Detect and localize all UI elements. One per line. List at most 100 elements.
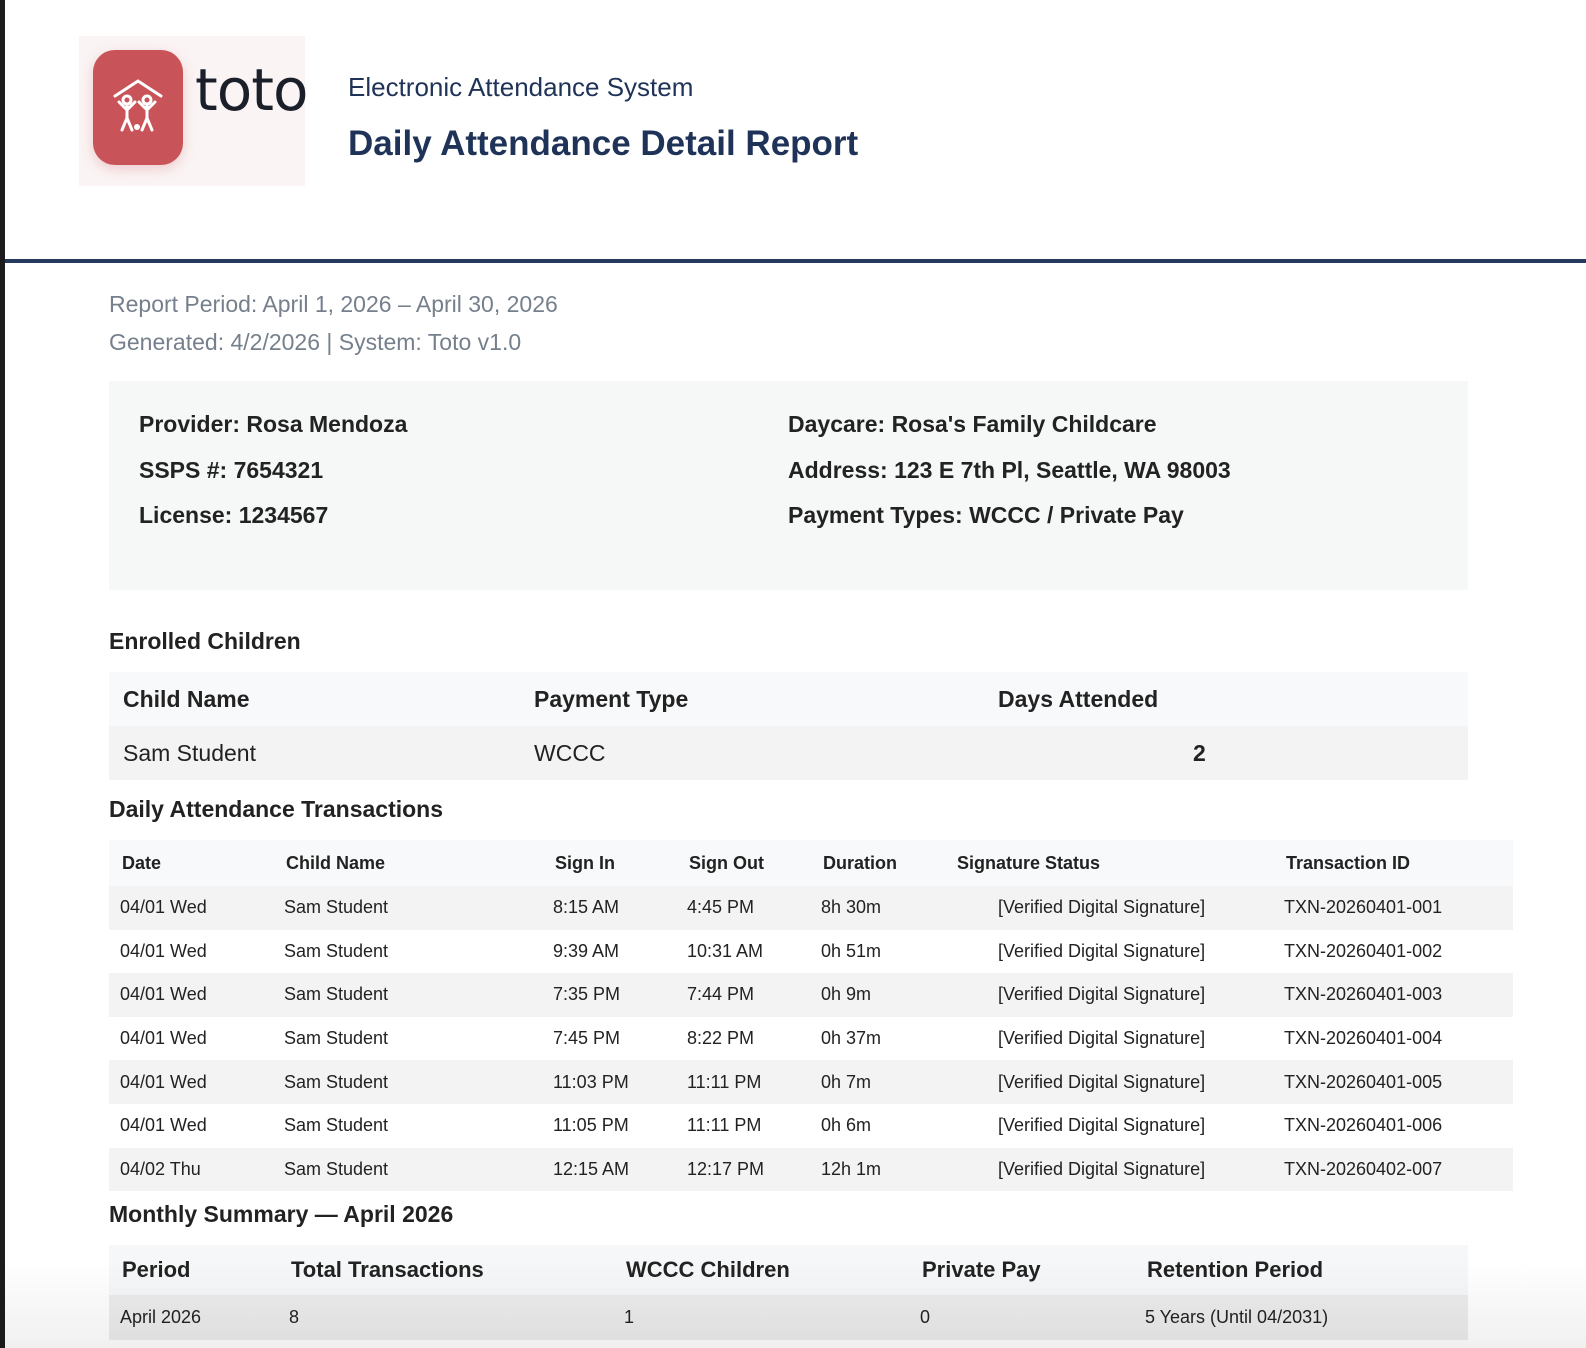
- table-row: April 2026 8 1 0 5 Years (Until 04/2031): [109, 1295, 1468, 1340]
- payment-types: Payment Types: WCCC / Private Pay: [788, 502, 1184, 528]
- sign-out-cell: 10:31 AM: [676, 929, 810, 974]
- column-header: Signature Status: [944, 840, 1273, 886]
- sign-in-cell: 7:45 PM: [542, 1016, 676, 1061]
- column-header: Sign In: [542, 840, 676, 886]
- report-period: Report Period: April 1, 2026 – April 30,…: [109, 291, 558, 317]
- duration-cell: 8h 30m: [810, 886, 944, 930]
- duration-cell: 0h 51m: [810, 929, 944, 974]
- duration-cell: 0h 7m: [810, 1060, 944, 1104]
- transactions-title: Daily Attendance Transactions: [109, 796, 444, 822]
- sign-in-cell: 8:15 AM: [542, 886, 676, 930]
- child-name-cell: Sam Student: [109, 726, 520, 780]
- monthly-summary-table: Period Total Transactions WCCC Children …: [109, 1245, 1468, 1340]
- transaction-id-cell: TXN-20260401-003: [1273, 973, 1513, 1017]
- table-row: 04/01 Wed Sam Student 7:35 PM 7:44 PM 0h…: [109, 973, 1513, 1017]
- column-header: Payment Type: [520, 672, 984, 726]
- transaction-id-cell: TXN-20260401-004: [1273, 1016, 1513, 1061]
- column-header: Duration: [810, 840, 944, 886]
- signature-status-cell: [Verified Digital Signature]: [944, 1103, 1273, 1148]
- duration-cell: 0h 9m: [810, 973, 944, 1017]
- sign-in-cell: 12:15 AM: [542, 1147, 676, 1192]
- signature-status-cell: [Verified Digital Signature]: [944, 886, 1273, 930]
- child-name-cell: Sam Student: [273, 1060, 542, 1104]
- column-header: Child Name: [109, 672, 520, 726]
- daycare-name: Daycare: Rosa's Family Childcare: [788, 411, 1157, 437]
- sign-out-cell: 8:22 PM: [676, 1016, 810, 1061]
- page-title: Daily Attendance Detail Report: [348, 124, 859, 163]
- enrolled-children-title: Enrolled Children: [109, 628, 301, 654]
- provider-name: Provider: Rosa Mendoza: [139, 411, 408, 437]
- sign-in-cell: 7:35 PM: [542, 973, 676, 1017]
- duration-cell: 0h 6m: [810, 1103, 944, 1148]
- days-attended-cell: 2: [984, 726, 1468, 780]
- sign-out-cell: 12:17 PM: [676, 1147, 810, 1192]
- transaction-id-cell: TXN-20260401-002: [1273, 929, 1513, 974]
- system-subtitle: Electronic Attendance System: [348, 72, 694, 102]
- ssps-number: SSPS #: 7654321: [139, 457, 324, 483]
- transaction-id-cell: TXN-20260402-007: [1273, 1147, 1513, 1192]
- date-cell: 04/01 Wed: [109, 929, 273, 974]
- table-row: 04/01 Wed Sam Student 11:05 PM 11:11 PM …: [109, 1103, 1513, 1148]
- child-name-cell: Sam Student: [273, 886, 542, 930]
- column-header: Days Attended: [984, 672, 1468, 726]
- generated-info: Generated: 4/2/2026 | System: Toto v1.0: [109, 329, 522, 355]
- table-row: 04/01 Wed Sam Student 9:39 AM 10:31 AM 0…: [109, 929, 1513, 974]
- signature-status-cell: [Verified Digital Signature]: [944, 1016, 1273, 1061]
- child-name-cell: Sam Student: [273, 1147, 542, 1192]
- transactions-table: Date Child Name Sign In Sign Out Duratio…: [109, 840, 1513, 1192]
- total-transactions-cell: 8: [278, 1295, 613, 1340]
- date-cell: 04/01 Wed: [109, 886, 273, 930]
- sign-out-cell: 11:11 PM: [676, 1060, 810, 1104]
- table-row: 04/01 Wed Sam Student 7:45 PM 8:22 PM 0h…: [109, 1016, 1513, 1061]
- table-row: 04/02 Thu Sam Student 12:15 AM 12:17 PM …: [109, 1147, 1513, 1192]
- signature-status-cell: [Verified Digital Signature]: [944, 1060, 1273, 1104]
- signature-status-cell: [Verified Digital Signature]: [944, 973, 1273, 1017]
- column-header: Period: [109, 1245, 278, 1295]
- monthly-summary-title: Monthly Summary — April 2026: [109, 1201, 454, 1227]
- child-name-cell: Sam Student: [273, 1016, 542, 1061]
- child-name-cell: Sam Student: [273, 973, 542, 1017]
- sign-out-cell: 4:45 PM: [676, 886, 810, 930]
- child-name-cell: Sam Student: [273, 929, 542, 974]
- duration-cell: 12h 1m: [810, 1147, 944, 1192]
- column-header: WCCC Children: [613, 1245, 909, 1295]
- date-cell: 04/01 Wed: [109, 1060, 273, 1104]
- date-cell: 04/01 Wed: [109, 1016, 273, 1061]
- provider-info-box: Provider: Rosa Mendoza SSPS #: 7654321 L…: [109, 381, 1468, 590]
- sign-out-cell: 7:44 PM: [676, 973, 810, 1017]
- date-cell: 04/01 Wed: [109, 1103, 273, 1148]
- table-header-row: Date Child Name Sign In Sign Out Duratio…: [109, 840, 1513, 886]
- report-header: toto Electronic Attendance System Daily …: [5, 0, 1586, 262]
- payment-type-cell: WCCC: [520, 726, 984, 780]
- sign-out-cell: 11:11 PM: [676, 1103, 810, 1148]
- column-header: Sign Out: [676, 840, 810, 886]
- family-house-icon: [93, 50, 183, 165]
- column-header: Private Pay: [909, 1245, 1134, 1295]
- signature-status-cell: [Verified Digital Signature]: [944, 1147, 1273, 1192]
- child-name-cell: Sam Student: [273, 1103, 542, 1148]
- table-header-row: Child Name Payment Type Days Attended: [109, 672, 1468, 726]
- sign-in-cell: 9:39 AM: [542, 929, 676, 974]
- logo-wordmark: toto: [195, 56, 308, 124]
- date-cell: 04/01 Wed: [109, 973, 273, 1017]
- column-header: Date: [109, 840, 273, 886]
- window-edge: [0, 0, 5, 1348]
- duration-cell: 0h 37m: [810, 1016, 944, 1061]
- wccc-children-cell: 1: [613, 1295, 909, 1340]
- retention-period-cell: 5 Years (Until 04/2031): [1134, 1295, 1468, 1340]
- header-divider: [5, 259, 1586, 263]
- column-header: Total Transactions: [278, 1245, 613, 1295]
- license-number: License: 1234567: [139, 502, 329, 528]
- signature-status-cell: [Verified Digital Signature]: [944, 929, 1273, 974]
- private-pay-cell: 0: [909, 1295, 1134, 1340]
- table-row: 04/01 Wed Sam Student 8:15 AM 4:45 PM 8h…: [109, 886, 1513, 930]
- column-header: Transaction ID: [1273, 840, 1513, 886]
- column-header: Retention Period: [1134, 1245, 1468, 1295]
- logo: toto: [79, 36, 308, 186]
- table-row: Sam Student WCCC 2: [109, 726, 1468, 780]
- enrolled-children-table: Child Name Payment Type Days Attended Sa…: [109, 672, 1468, 780]
- transaction-id-cell: TXN-20260401-006: [1273, 1103, 1513, 1148]
- column-header: Child Name: [273, 840, 542, 886]
- sign-in-cell: 11:03 PM: [542, 1060, 676, 1104]
- table-header-row: Period Total Transactions WCCC Children …: [109, 1245, 1468, 1295]
